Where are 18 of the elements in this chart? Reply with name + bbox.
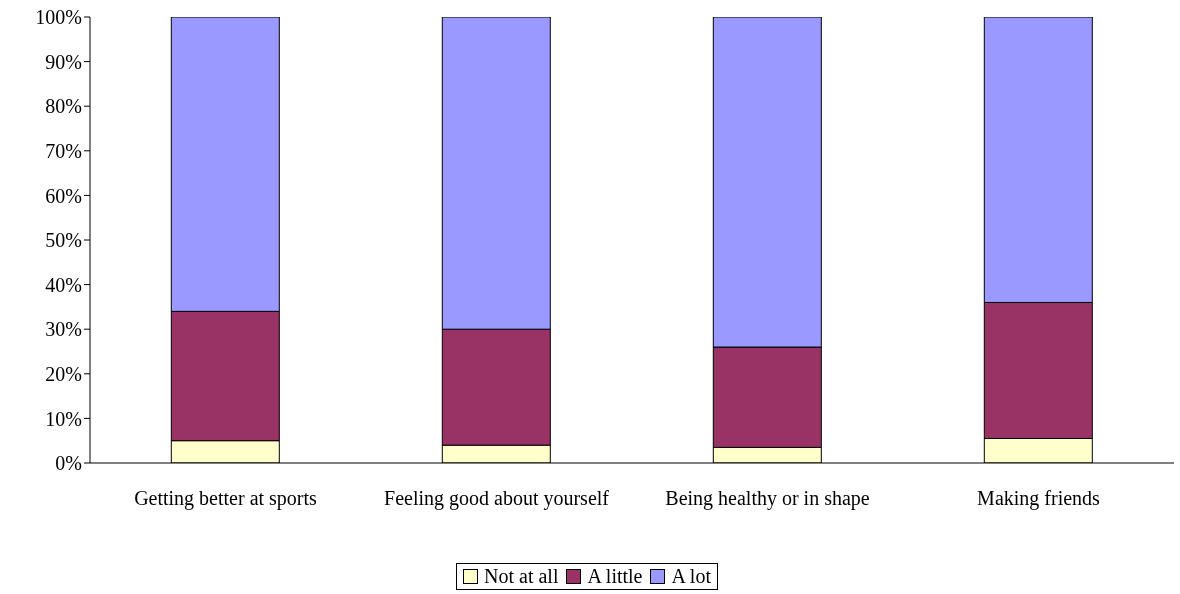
y-tick-label: 60%	[45, 184, 82, 207]
y-tick-label: 20%	[45, 362, 82, 385]
x-tick-label: Being healthy or in shape	[665, 487, 870, 511]
x-tick-label: Making friends	[977, 487, 1101, 511]
y-tick-label: 100%	[35, 6, 82, 29]
legend-label: Not at all	[484, 565, 559, 588]
y-tick-label: 0%	[55, 452, 82, 475]
legend-label: A little	[587, 565, 643, 588]
x-tick-label: Feeling good about yourself	[384, 487, 610, 511]
x-tick-label: Getting better at sports	[134, 487, 318, 511]
legend-label: A lot	[671, 565, 711, 588]
y-tick-label: 90%	[45, 50, 82, 73]
y-tick-label: 50%	[45, 229, 82, 252]
y-tick-label: 80%	[45, 95, 82, 118]
y-tick-label: 10%	[45, 407, 82, 430]
y-tick-label: 40%	[45, 273, 82, 296]
y-tick-label: 30%	[45, 318, 82, 341]
y-tick-label: 70%	[45, 139, 82, 162]
